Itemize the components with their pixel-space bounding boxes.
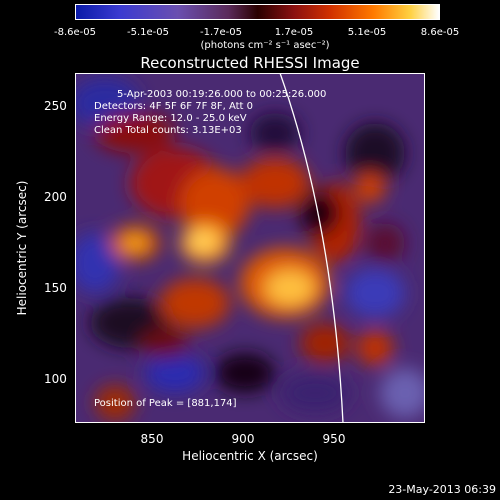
colorbar-unit-label: (photons cm⁻² s⁻¹ asec⁻²) [200, 40, 330, 51]
y-axis-label: Heliocentric Y (arcsec) [15, 180, 29, 316]
plot-title: Reconstructed RHESSI Image [140, 54, 360, 72]
y-tick-label: 150 [44, 281, 67, 295]
footer-timestamp: 23-May-2013 06:39 [388, 483, 496, 496]
intensity-blobs [75, 78, 425, 421]
x-tick-label: 900 [231, 432, 255, 446]
colorbar-tick: -5.1e-05 [127, 27, 169, 38]
y-tick-label: 100 [44, 372, 67, 386]
x-tick-label: 850 [140, 432, 164, 446]
rhessi-image [75, 73, 425, 423]
x-axis-label: Heliocentric X (arcsec) [182, 449, 318, 463]
y-tick-label: 200 [44, 190, 67, 204]
detectors-label: Detectors: 4F 5F 6F 7F 8F, Att 0 [94, 101, 254, 112]
time-range-label: 5-Apr-2003 00:19:26.000 to 00:25:26.000 [117, 89, 327, 100]
peak-position-label: Position of Peak = [881,174] [94, 398, 237, 409]
colorbar-tick: 8.6e-05 [420, 27, 460, 38]
energy-range-label: Energy Range: 12.0 - 25.0 keV [94, 113, 247, 124]
colorbar [75, 4, 440, 20]
colorbar-tick: 1.7e-05 [274, 27, 314, 38]
clean-counts-label: Clean Total counts: 3.13E+03 [94, 125, 242, 136]
colorbar-tick: 5.1e-05 [347, 27, 387, 38]
solar-limb-curve [279, 73, 344, 423]
y-tick-label: 250 [44, 99, 67, 113]
plot-frame [75, 73, 425, 423]
colorbar-tick: -8.6e-05 [54, 27, 96, 38]
x-tick-label: 950 [322, 432, 346, 446]
colorbar-tick: -1.7e-05 [200, 27, 242, 38]
